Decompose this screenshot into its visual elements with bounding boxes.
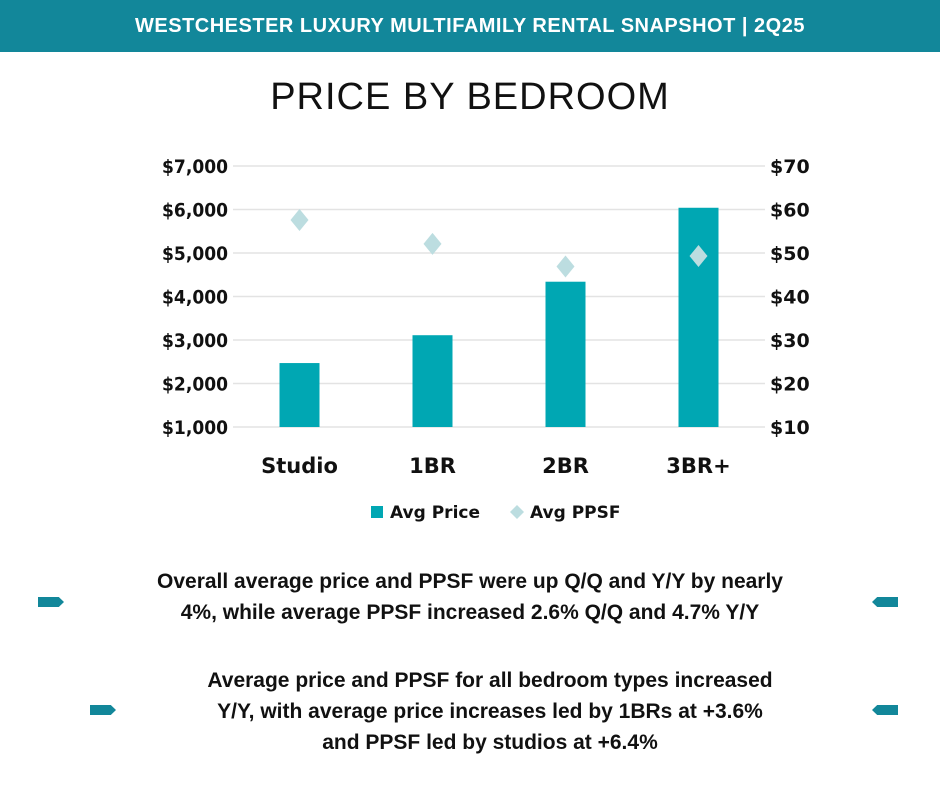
- legend-label-avg-ppsf: Avg PPSF: [530, 503, 621, 523]
- bar-avg-price: [545, 281, 586, 427]
- y-right-tick-label: $70: [770, 156, 810, 178]
- x-tick-label: 1BR: [409, 454, 456, 478]
- banner: WESTCHESTER LUXURY MULTIFAMILY RENTAL SN…: [0, 0, 940, 52]
- bullet-marker-right: [872, 705, 898, 715]
- y-right-tick-label: $30: [770, 330, 810, 352]
- legend-swatch-avg-ppsf: [510, 505, 524, 519]
- note-line: Overall average price and PPSF were up Q…: [157, 570, 783, 593]
- y-left-tick-label: $1,000: [162, 417, 228, 439]
- x-tick-label: 3BR+: [666, 454, 730, 478]
- note-line: Average price and PPSF for all bedroom t…: [207, 669, 773, 692]
- x-tick-label: 2BR: [542, 454, 589, 478]
- bullet-marker-left: [90, 705, 116, 715]
- y-left-tick-label: $6,000: [162, 200, 228, 222]
- banner-title: WESTCHESTER LUXURY MULTIFAMILY RENTAL SN…: [135, 14, 805, 37]
- y-right-tick-label: $60: [770, 200, 810, 222]
- y-left-tick-label: $2,000: [162, 374, 228, 396]
- bullet-marker-right: [872, 597, 898, 607]
- note-2: Average price and PPSF for all bedroom t…: [120, 665, 860, 758]
- chart-title: PRICE BY BEDROOM: [270, 76, 670, 118]
- chart: $1,000 $2,000 $3,000 $4,000 $5,000 $6,000 $7,0…: [162, 156, 810, 523]
- note-line: Y/Y, with average price increases led by…: [217, 700, 763, 723]
- x-tick-label: Studio: [261, 454, 338, 478]
- legend-swatch-avg-price: [371, 506, 383, 518]
- diamond-avg-ppsf: [556, 255, 575, 278]
- bar-avg-price: [412, 335, 453, 427]
- y-right-tick-label: $10: [770, 417, 810, 439]
- y-left-tick-label: $4,000: [162, 287, 228, 309]
- y-right-tick-label: $50: [770, 243, 810, 265]
- bar-avg-price: [678, 207, 719, 427]
- legend-label-avg-price: Avg Price: [390, 503, 480, 523]
- bullet-marker-left: [38, 597, 64, 607]
- note-line: 4%, while average PPSF increased 2.6% Q/…: [180, 601, 760, 624]
- y-left-tick-label: $7,000: [162, 156, 228, 178]
- diamond-avg-ppsf: [290, 208, 309, 231]
- y-right-tick-label: $40: [770, 287, 810, 309]
- y-left-tick-label: $3,000: [162, 330, 228, 352]
- note-1: Overall average price and PPSF were up Q…: [70, 566, 870, 628]
- bar-avg-price: [279, 363, 320, 427]
- diamond-avg-ppsf: [689, 245, 708, 268]
- diamond-avg-ppsf: [423, 232, 442, 255]
- note-line: and PPSF led by studios at +6.4%: [322, 731, 658, 754]
- y-right-tick-label: $20: [770, 374, 810, 396]
- y-left-tick-label: $5,000: [162, 243, 228, 265]
